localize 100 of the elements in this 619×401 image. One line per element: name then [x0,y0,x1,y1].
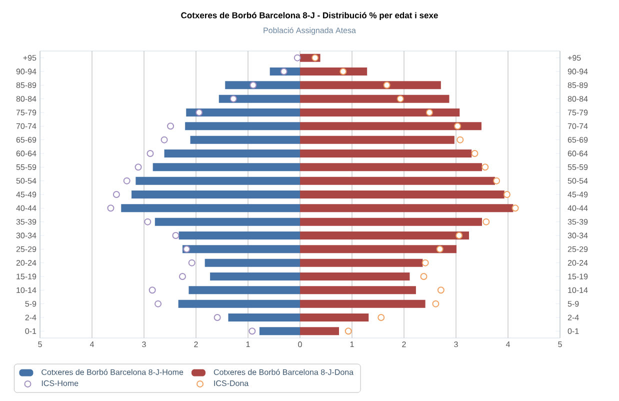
bar [121,204,300,212]
bar [300,327,339,336]
category-label: 90-94 [568,68,588,74]
point [154,300,162,308]
category-label: 25-29 [568,246,588,252]
category-label: 75-79 [568,110,588,116]
bar [182,245,300,254]
point [134,164,142,171]
point [280,68,288,75]
point [214,314,221,321]
chart-title: Cotxeres de Borbó Barcelona 8-J - Distribució % per edat i sexe [181,12,438,20]
point [383,82,390,89]
point [482,164,489,171]
point [144,218,152,226]
bar [178,300,300,308]
legend-label: ICS-Dona [214,380,249,386]
y-tick-label: 85-89 [16,82,36,88]
category-label: 55-59 [568,164,588,170]
bar [300,300,426,308]
bar [300,218,482,226]
point [471,150,478,157]
y-tick-label: 45-49 [16,192,36,198]
category-label: 65-69 [568,136,588,143]
point [503,190,510,198]
y-tick-label: 90-94 [16,68,36,74]
point [340,68,347,75]
point [248,328,256,335]
bar [178,231,300,240]
point [167,122,174,130]
bar [300,313,369,322]
point [396,95,404,102]
x-tick-label: 0 [298,342,302,348]
point [436,246,444,253]
point [456,136,464,144]
category-label: 30-34 [568,232,588,238]
bar [300,108,460,116]
x-tick-label: 5 [558,342,562,348]
y-tick-label: 30-34 [16,232,36,238]
point [172,232,180,239]
category-label: 85-89 [568,82,588,88]
bar [204,258,300,267]
point [183,246,190,253]
point [196,108,203,116]
bar [210,272,300,280]
bar [300,272,410,280]
legend-label: Cotxeres de Borbó Barcelona 8-J-Dona [214,369,354,375]
category-label: 35-39 [568,218,588,225]
point [112,190,120,198]
legend-label: Cotxeres de Borbó Barcelona 8-J-Home [42,369,184,375]
x-tick-label: 2 [402,342,406,348]
category-label: 0-1 [568,328,579,334]
category-label: 70-74 [568,123,588,129]
point [344,328,352,335]
bar [300,258,423,267]
category-label: 2-4 [568,314,579,320]
category-label: 15-19 [568,274,588,280]
category-label: 80-84 [568,96,588,102]
x-tick-label: 1 [246,342,250,348]
bar [132,190,300,198]
category-label: 10-14 [568,287,588,293]
bar [300,245,457,254]
bar [259,327,300,336]
point [294,54,301,62]
bar [300,163,482,172]
y-tick-label: 10-14 [16,287,36,293]
point [188,259,196,266]
point [148,286,156,294]
y-tick-label: 15-19 [16,274,36,280]
bar [300,67,368,76]
category-label: +95 [568,55,581,61]
y-tick-label: 80-84 [16,96,36,102]
bar [188,286,300,294]
point [160,136,168,144]
bar [300,286,416,294]
y-tick-label: 70-74 [16,123,36,129]
bar [300,122,482,130]
point [482,218,490,226]
point [426,108,433,116]
y-tick-label: 55-59 [16,164,36,170]
bar [218,94,300,103]
point [230,95,237,102]
bar [228,313,300,322]
category-label: 5-9 [568,300,579,307]
bar [300,190,504,198]
bar [300,176,495,185]
bar [186,108,300,116]
point [454,122,462,130]
point [456,232,463,239]
bar [300,149,472,158]
category-label: 20-24 [568,260,588,266]
bar [300,94,450,103]
y-tick-label: 0-1 [25,328,36,334]
bar [164,149,300,158]
point [422,259,429,266]
bar [300,136,454,144]
category-label: 40-44 [568,205,588,211]
y-tick-label: 65-69 [16,136,36,143]
point [107,204,114,212]
x-tick-label: 3 [142,342,146,348]
point [123,177,130,184]
